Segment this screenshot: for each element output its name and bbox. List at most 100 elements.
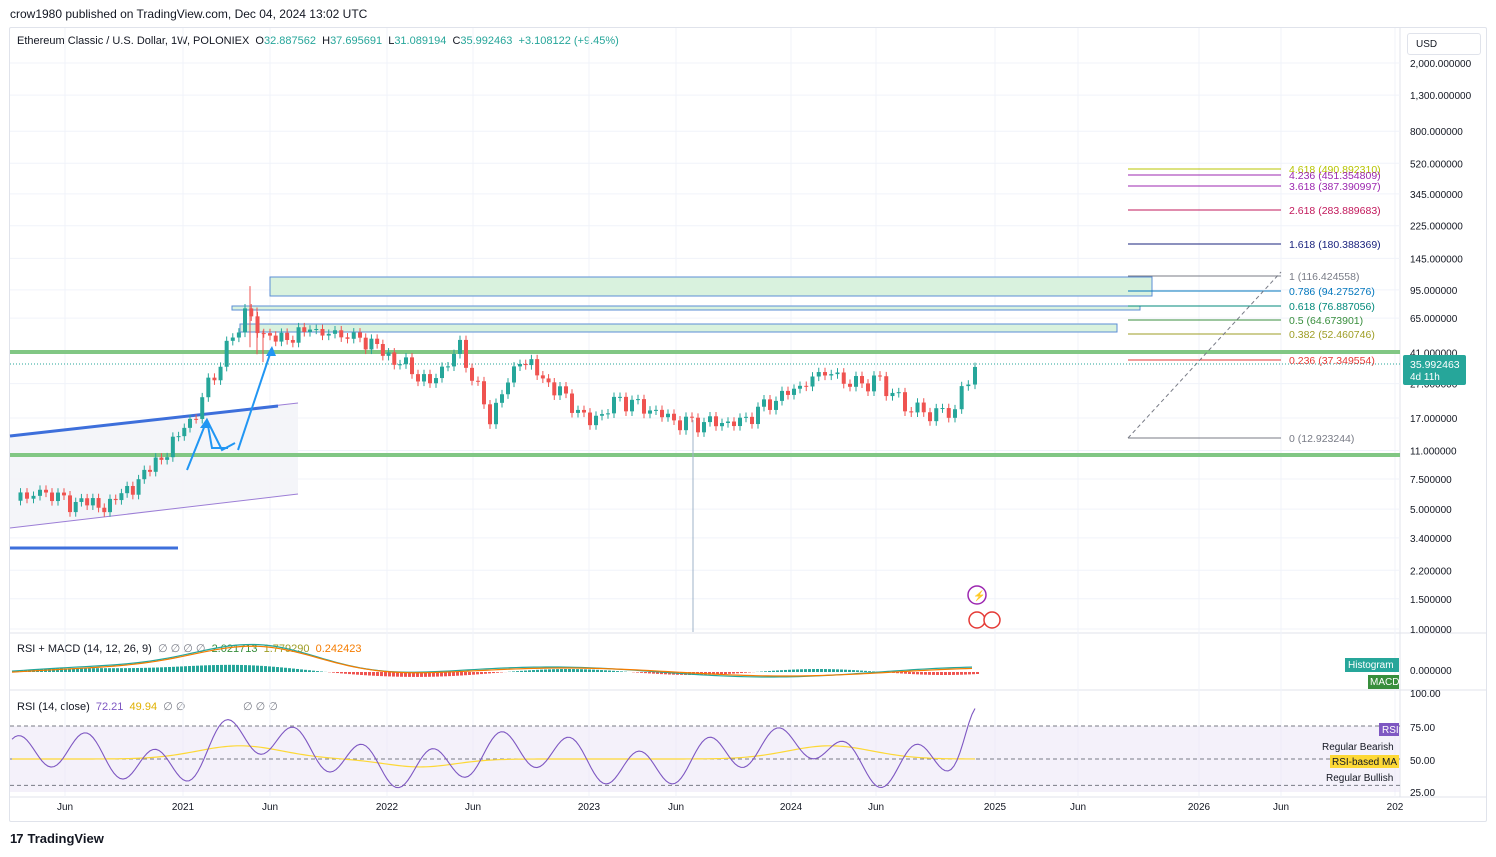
- candle-body: [890, 392, 895, 397]
- price-tick-label: 5.000000: [1410, 505, 1452, 516]
- candle-body: [860, 376, 864, 384]
- macd-bar: [400, 672, 403, 677]
- macd-bar: [792, 669, 795, 672]
- macd-axis-label: 0.000000: [1410, 666, 1452, 677]
- candle-body: [422, 374, 426, 382]
- macd-bar: [188, 666, 191, 672]
- rsi-title[interactable]: RSI (14, close): [17, 701, 90, 713]
- macd-bar: [416, 672, 419, 677]
- price-tick-label: 3.400000: [1410, 534, 1452, 545]
- wave-arrow: [186, 417, 236, 471]
- candle-body: [476, 380, 480, 382]
- fib-level-label: 3.618 (387.390997): [1289, 181, 1381, 193]
- candle-body: [369, 338, 374, 350]
- macd-title[interactable]: RSI + MACD (14, 12, 26, 9): [17, 643, 152, 655]
- macd-bar: [916, 672, 919, 675]
- candle-body: [600, 414, 604, 416]
- macd-bar: [180, 666, 183, 672]
- macd-bar: [232, 664, 235, 672]
- candle-body: [506, 382, 510, 395]
- support-band: [10, 453, 1400, 457]
- macd-bar: [472, 672, 475, 675]
- time-tick-label: 2026: [1188, 802, 1211, 813]
- candle-body: [285, 332, 290, 340]
- resistance-band: [10, 350, 1400, 354]
- fib-level-label: 0.5 (64.673901): [1289, 315, 1363, 327]
- macd-bar: [56, 668, 59, 672]
- regular-bullish-label: Regular Bullish: [1326, 773, 1393, 784]
- candle-body: [672, 413, 676, 421]
- regular-bearish-label: Regular Bearish: [1322, 742, 1394, 753]
- brand-label: TradingView: [27, 831, 104, 846]
- candle-body: [464, 339, 468, 368]
- macd-bar: [100, 668, 103, 672]
- macd-bar: [560, 669, 563, 672]
- macd-bar: [948, 672, 951, 675]
- time-tick-label: 2021: [172, 802, 195, 813]
- macd-bar: [528, 670, 531, 672]
- price-tick-label: 65.000000: [1410, 314, 1458, 325]
- candle-body: [928, 412, 932, 422]
- macd-bar: [280, 667, 283, 672]
- macd-bar: [912, 672, 915, 675]
- price-tick-label: 41.000000: [1410, 348, 1458, 359]
- macd-bar: [408, 672, 411, 677]
- macd-bar: [200, 665, 203, 672]
- macd-bar: [152, 667, 155, 672]
- price-tick-label: 1,300.000000: [1410, 91, 1472, 102]
- candle-body: [25, 492, 29, 499]
- macd-bar: [236, 664, 239, 672]
- trend-line: [9, 404, 279, 438]
- fib-level-label: 4.618 (490.892310): [1289, 164, 1381, 176]
- macd-bar: [572, 669, 575, 672]
- macd-bar: [316, 671, 319, 672]
- low-label: L: [388, 35, 395, 47]
- rsi-tag-label: RSI: [1382, 725, 1399, 736]
- brand[interactable]: 17 TradingView: [10, 831, 104, 846]
- candle-body: [872, 375, 876, 392]
- macd-bar: [196, 665, 199, 672]
- symbol-title[interactable]: Ethereum Classic / U.S. Dollar, 1W, POLO…: [17, 35, 250, 47]
- candle-body: [835, 372, 840, 375]
- time-tick-label: 2025: [984, 802, 1007, 813]
- candle-body: [398, 364, 402, 366]
- price-tick-label: 2,000.000000: [1410, 59, 1472, 70]
- macd-bar: [480, 672, 483, 675]
- macd-tag-label: MACD: [1370, 677, 1399, 688]
- macd-bar: [144, 667, 147, 672]
- channel-lower-line: [9, 493, 299, 529]
- time-tick-label: Jun: [868, 802, 884, 813]
- candle-body: [660, 409, 664, 418]
- macd-bar: [412, 672, 415, 677]
- macd-bar: [260, 665, 263, 672]
- macd-bar: [968, 672, 971, 675]
- candle-body: [410, 357, 414, 375]
- candle-body: [102, 507, 107, 513]
- macd-bar: [184, 666, 187, 672]
- macd-bar: [340, 672, 343, 674]
- macd-bar: [616, 671, 619, 672]
- macd-bar: [960, 672, 963, 675]
- candle-body: [50, 492, 54, 502]
- candle-body: [170, 436, 175, 458]
- candle-body: [756, 406, 760, 425]
- macd-bar: [720, 672, 723, 675]
- currency-button[interactable]: USD: [1407, 33, 1481, 55]
- macd-bar: [220, 664, 223, 672]
- candle-body: [953, 409, 957, 418]
- candle-body: [404, 357, 408, 365]
- rsi-ma-line: [12, 745, 976, 768]
- macd-bar: [604, 670, 607, 672]
- macd-bar: [976, 672, 979, 675]
- time-tick-label: Jun: [465, 802, 481, 813]
- price-tick-label: 2.200000: [1410, 566, 1452, 577]
- macd-bar: [436, 672, 439, 677]
- candle-body: [529, 359, 534, 366]
- candle-body: [940, 408, 945, 410]
- macd-bar: [512, 671, 515, 672]
- candle-body: [720, 422, 724, 427]
- lightning-glyph: ⚡: [973, 589, 985, 602]
- candle-body: [96, 498, 101, 508]
- macd-bar: [716, 672, 719, 675]
